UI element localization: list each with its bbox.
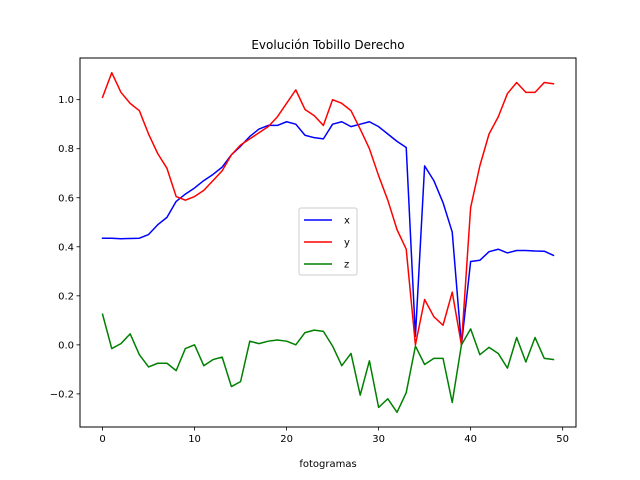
y-tick-label: 0.0 [58, 340, 74, 351]
x-tick-label: 40 [464, 434, 477, 445]
y-tick-label: 0.4 [58, 242, 74, 253]
series-layer [101, 71, 555, 414]
x-tick-label: 10 [188, 434, 201, 445]
legend: xyz [298, 207, 358, 276]
y-tick-label: 0.6 [58, 193, 74, 204]
x-tick-label: 20 [280, 434, 293, 445]
y-tick-label: 0.8 [58, 144, 74, 155]
x-tick-label: 50 [556, 434, 569, 445]
series-line-y [101, 71, 555, 346]
chart-title: Evolución Tobillo Derecho [251, 38, 404, 52]
legend-label-z: z [344, 260, 349, 271]
series-line-x [101, 121, 555, 346]
y-tick-label: 1.0 [58, 95, 74, 106]
y-tick-label: −0.2 [50, 389, 74, 400]
legend-label-y: y [344, 238, 350, 249]
series-line-z [101, 313, 555, 414]
y-tick-label: 0.2 [58, 291, 74, 302]
ticks-layer: 0 10 20 30 40 50 −0.2 0.0 0.2 0.4 0.6 0.8 1.0 [50, 95, 569, 445]
plot-frame [79, 57, 577, 428]
x-axis-label: fotogramas [299, 459, 356, 470]
legend-label-x: x [344, 216, 350, 227]
x-tick-label: 30 [372, 434, 385, 445]
x-tick-label: 0 [99, 434, 105, 445]
